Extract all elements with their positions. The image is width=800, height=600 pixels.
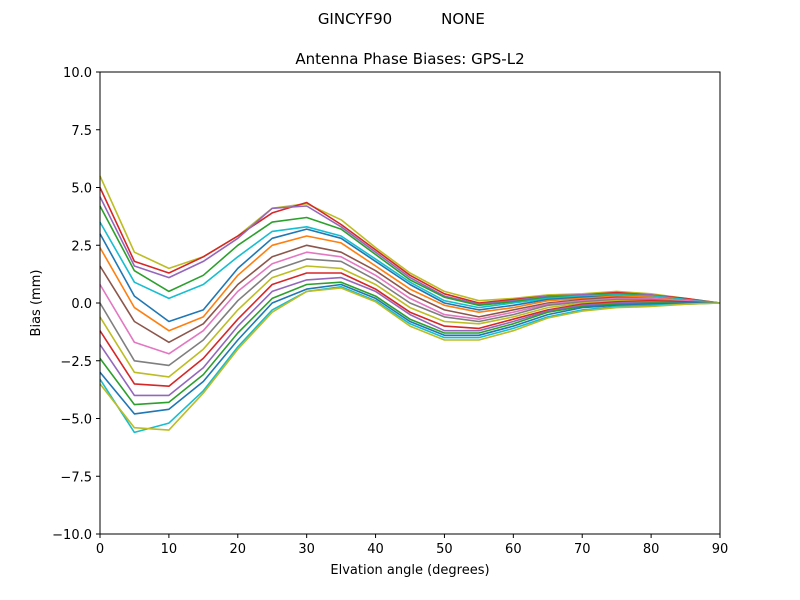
series-line-16 bbox=[99, 287, 721, 431]
x-tick-label: 20 bbox=[230, 542, 247, 557]
series-line-14 bbox=[99, 283, 720, 415]
x-tick-label: 90 bbox=[712, 542, 729, 557]
series-line-8 bbox=[99, 251, 721, 355]
series-line-9 bbox=[99, 258, 721, 367]
plot-frame bbox=[99, 71, 721, 535]
x-tick-label: 80 bbox=[643, 542, 660, 557]
x-tick-label: 50 bbox=[436, 542, 453, 557]
series-line-13 bbox=[99, 281, 720, 406]
chart-title: Antenna Phase Biases: GPS-L2 bbox=[295, 50, 524, 68]
x-axis-label: Elvation angle (degrees) bbox=[330, 563, 489, 578]
y-tick-label: 5.0 bbox=[71, 182, 92, 197]
y-tick-label: −5.0 bbox=[60, 413, 92, 428]
series-line-10 bbox=[99, 265, 721, 378]
series-line-3 bbox=[99, 205, 721, 307]
series-line-1 bbox=[99, 187, 721, 304]
suptitle-left: GINCYF90 bbox=[318, 10, 392, 28]
x-tick-label: 40 bbox=[367, 542, 384, 557]
y-tick-label: 7.5 bbox=[71, 124, 92, 139]
x-tick-label: 70 bbox=[574, 542, 591, 557]
y-tick-label: 0.0 bbox=[71, 297, 92, 312]
y-tick-label: 2.5 bbox=[71, 239, 92, 254]
y-ticks: −10.0 −7.5 −5.0 −2.5 0.0 2.5 5.0 7.5 10.0 bbox=[52, 66, 100, 543]
series-line-15 bbox=[99, 285, 721, 434]
series-line-6 bbox=[99, 235, 721, 332]
series-layer bbox=[99, 175, 721, 434]
x-tick-label: 0 bbox=[96, 542, 104, 557]
x-tick-label: 30 bbox=[298, 542, 315, 557]
y-tick-label: 10.0 bbox=[63, 66, 92, 81]
x-ticks: 0 10 20 30 40 50 60 70 80 90 bbox=[96, 534, 728, 557]
y-tick-label: −2.5 bbox=[60, 355, 92, 370]
y-axis-label: Bias (mm) bbox=[29, 270, 44, 337]
series-line-11 bbox=[99, 272, 721, 388]
y-tick-label: −10.0 bbox=[52, 528, 92, 543]
y-tick-label: −7.5 bbox=[60, 470, 92, 485]
suptitle-right: NONE bbox=[441, 10, 485, 28]
series-line-4 bbox=[99, 221, 721, 309]
series-line-7 bbox=[99, 244, 721, 344]
x-tick-label: 10 bbox=[161, 542, 178, 557]
x-tick-label: 60 bbox=[505, 542, 522, 557]
series-line-12 bbox=[99, 276, 720, 397]
